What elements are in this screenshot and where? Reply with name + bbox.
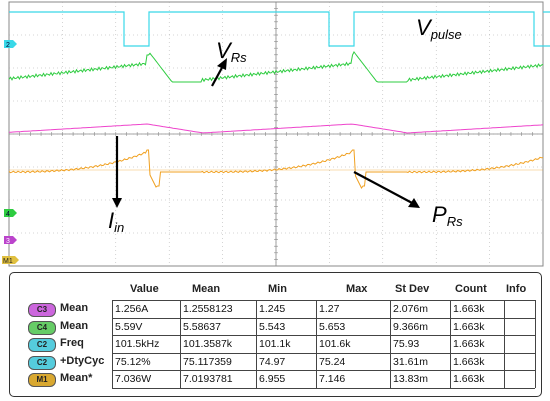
arrow-prs: [353, 171, 420, 208]
table-cell: 6.955: [259, 373, 286, 385]
table-gridline: [112, 335, 535, 336]
channel-badge[interactable]: C2: [28, 355, 56, 370]
label-vrs: VRs: [216, 38, 247, 65]
table-cell: [504, 354, 535, 371]
svg-text:2: 2: [6, 42, 10, 49]
oscilloscope-screen: 2 4 3 M1 Vpulse VRs Iin PRs: [2, 1, 550, 267]
table-cell: 1.663k: [453, 303, 485, 315]
svg-text:M1: M1: [3, 258, 13, 265]
table-cell: 5.59V: [115, 320, 143, 333]
table-cell: 31.61m: [393, 355, 429, 368]
table-cell: 7.146: [319, 373, 346, 385]
measurement-table: Value Mean Min Max St Dev Count Info C3 Mean 1.25…: [9, 272, 542, 397]
table-gridline: [450, 300, 451, 388]
table-cell: 101.6k: [319, 338, 351, 350]
table-cell: 1.245: [259, 303, 286, 315]
column-header: Info: [506, 283, 527, 295]
row-label: Mean: [60, 302, 89, 314]
table-gridline: [112, 300, 113, 388]
row-label: Mean*: [60, 372, 93, 384]
column-header: Min: [268, 283, 287, 295]
table-cell: 1.663k: [453, 355, 485, 368]
label-prs: PRs: [432, 202, 463, 229]
column-header: Value: [130, 283, 159, 295]
table-cell: 1.2558123: [183, 303, 233, 315]
channel-marker-3[interactable]: 3: [4, 236, 17, 245]
row-label: +DtyCyc: [60, 354, 105, 367]
channel-badge[interactable]: C2: [28, 338, 56, 352]
table-cell: 7.0193781: [183, 373, 233, 385]
table-cell: [504, 371, 535, 388]
table-gridline: [390, 300, 391, 388]
channel-marker-2[interactable]: 2: [4, 40, 17, 49]
table-cell: 75.12%: [115, 355, 151, 368]
table-cell: 13.83m: [393, 373, 429, 385]
channel-badge[interactable]: C4: [28, 320, 56, 335]
table-cell: 101.3587k: [183, 338, 233, 350]
svg-text:3: 3: [6, 238, 10, 245]
table-cell: [504, 319, 535, 336]
table-cell: 5.543: [259, 320, 286, 333]
row-label: Freq: [60, 337, 84, 349]
table-gridline: [112, 317, 535, 319]
arrow-iin: [112, 136, 122, 208]
table-cell: 75.24: [319, 355, 346, 368]
column-header: St Dev: [395, 283, 430, 295]
arrow-vrs: [211, 58, 227, 87]
table-cell: 1.663k: [453, 338, 485, 350]
channel-marker-4[interactable]: 4: [4, 209, 17, 218]
table-cell: [504, 301, 535, 318]
table-gridline: [504, 300, 505, 388]
table-gridline: [112, 300, 535, 301]
table-cell: 5.58637: [183, 320, 221, 333]
table-cell: 9.366m: [393, 320, 429, 333]
waveform-iin-magenta: [8, 123, 544, 134]
column-header: Count: [455, 283, 487, 295]
table-cell: 1.663k: [453, 320, 485, 333]
table-cell: 5.653: [319, 320, 346, 333]
table-gridline: [112, 370, 535, 371]
table-cell: 101.5kHz: [115, 338, 160, 350]
table-cell: 2.076m: [393, 303, 429, 315]
table-cell: [504, 336, 535, 353]
table-cell: 7.036W: [115, 373, 152, 385]
table-cell: 1.256A: [115, 303, 149, 315]
table-gridline: [112, 352, 535, 354]
table-gridline: [256, 300, 257, 388]
row-label: Mean: [60, 319, 89, 332]
table-cell: 1.663k: [453, 373, 485, 385]
scope-grid: [8, 1, 544, 267]
channel-marker-m1[interactable]: M1: [2, 256, 19, 265]
waveform-vpulse-cyan: [9, 11, 550, 47]
channel-badge[interactable]: C3: [28, 303, 56, 317]
table-gridline: [112, 387, 535, 389]
channel-badge[interactable]: M1: [28, 373, 56, 387]
svg-text:4: 4: [6, 211, 10, 218]
table-cell: 74.97: [259, 355, 286, 368]
column-header: Max: [346, 283, 368, 295]
table-gridline: [180, 300, 181, 388]
column-header: Mean: [192, 283, 221, 295]
table-cell: 75.93: [393, 338, 420, 350]
table-gridline: [535, 300, 536, 388]
label-vpulse: Vpulse: [416, 15, 462, 42]
label-iin: Iin: [108, 208, 124, 235]
table-gridline: [316, 300, 317, 388]
table-cell: 101.1k: [259, 338, 291, 350]
table-cell: 1.27: [319, 303, 340, 315]
table-cell: 75.117359: [183, 355, 232, 368]
waveform-vrs-green: [8, 51, 544, 83]
